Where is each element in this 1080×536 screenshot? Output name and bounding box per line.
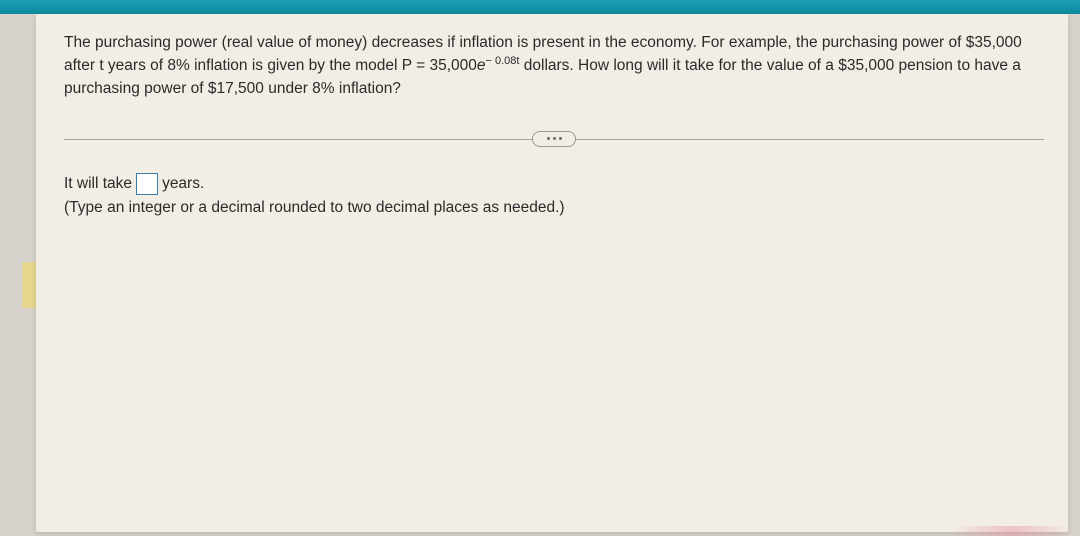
question-card: The purchasing power (real value of mone… (36, 14, 1068, 532)
answer-prefix: It will take (64, 175, 132, 193)
side-tab (22, 262, 36, 308)
question-text: The purchasing power (real value of mone… (64, 32, 1044, 101)
bottom-accent (952, 526, 1072, 536)
dot-icon (559, 137, 562, 140)
expand-dots-button[interactable] (532, 131, 576, 147)
dot-icon (547, 137, 550, 140)
exp-base: e (477, 58, 486, 75)
answer-input[interactable] (136, 173, 158, 195)
exp-super: − 0.08t (486, 55, 520, 67)
dot-icon (553, 137, 556, 140)
divider-row (64, 129, 1044, 149)
top-bar (0, 0, 1080, 14)
answer-suffix: years. (162, 175, 204, 193)
answer-hint: (Type an integer or a decimal rounded to… (64, 199, 1044, 217)
answer-line: It will take years. (64, 173, 1044, 195)
